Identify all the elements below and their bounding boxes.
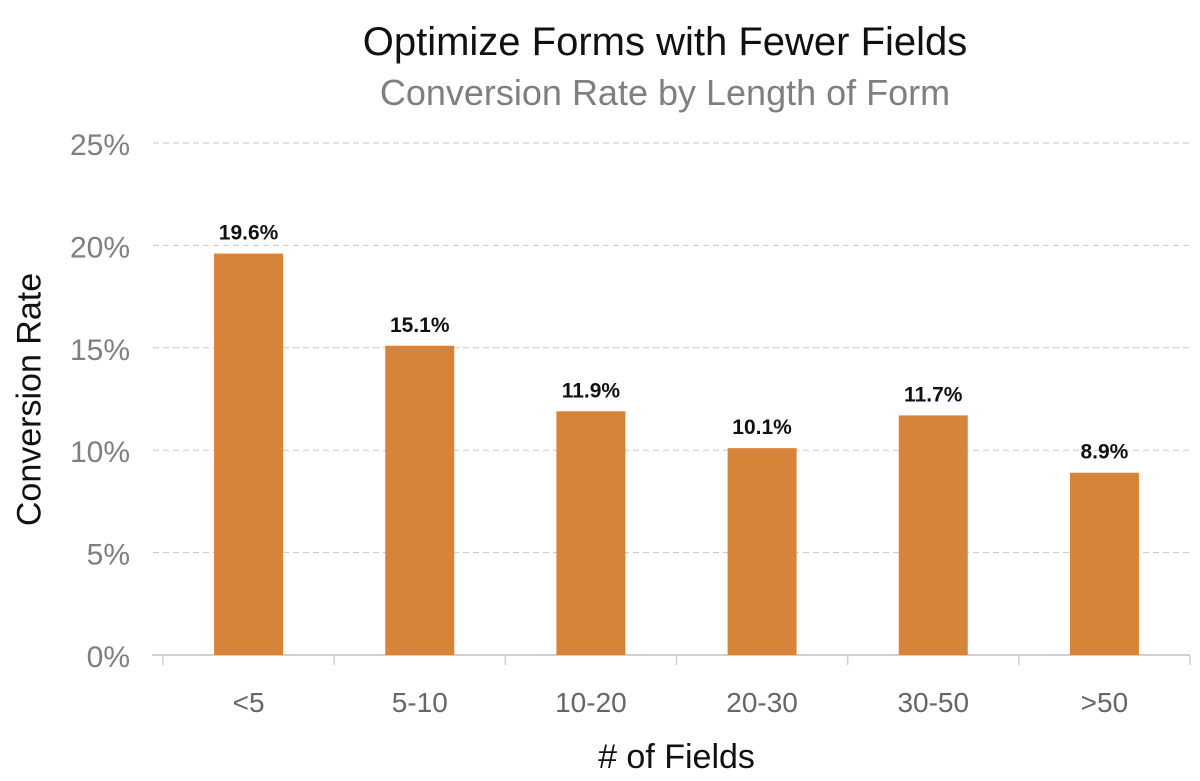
bar-20-30 [727,448,797,655]
data-label: 10.1% [732,416,792,439]
y-tick-label: 25% [70,129,130,162]
data-label: 15.1% [390,314,450,337]
bar-10-20 [556,411,626,655]
x-axis-label: # of Fields [598,738,755,776]
data-label: 11.7% [904,383,963,406]
chart-subtitle: Conversion Rate by Length of Form [379,72,951,113]
y-tick-label: 5% [87,539,130,572]
x-tick-label: 10-20 [555,687,627,718]
y-tick-label: 20% [70,231,130,264]
chart-title: Optimize Forms with Fewer Fields [362,20,968,64]
x-tick-label: 30-50 [897,687,969,718]
data-label: 19.6% [219,222,279,245]
y-tick-label: 15% [70,334,130,367]
x-tick-label: 5-10 [392,687,448,718]
data-label: 8.9% [1080,441,1128,464]
x-tick-label: >50 [1081,687,1129,718]
x-tick-label: <5 [233,687,265,718]
bar-5-10 [385,345,455,655]
bar-30-50 [898,415,968,655]
y-tick-label: 0% [87,641,130,674]
y-tick-label: 10% [70,436,130,469]
data-label: 11.9% [562,379,621,402]
bar-<5 [214,253,284,656]
x-tick-label: 20-30 [726,687,798,718]
bar->50 [1069,472,1139,655]
